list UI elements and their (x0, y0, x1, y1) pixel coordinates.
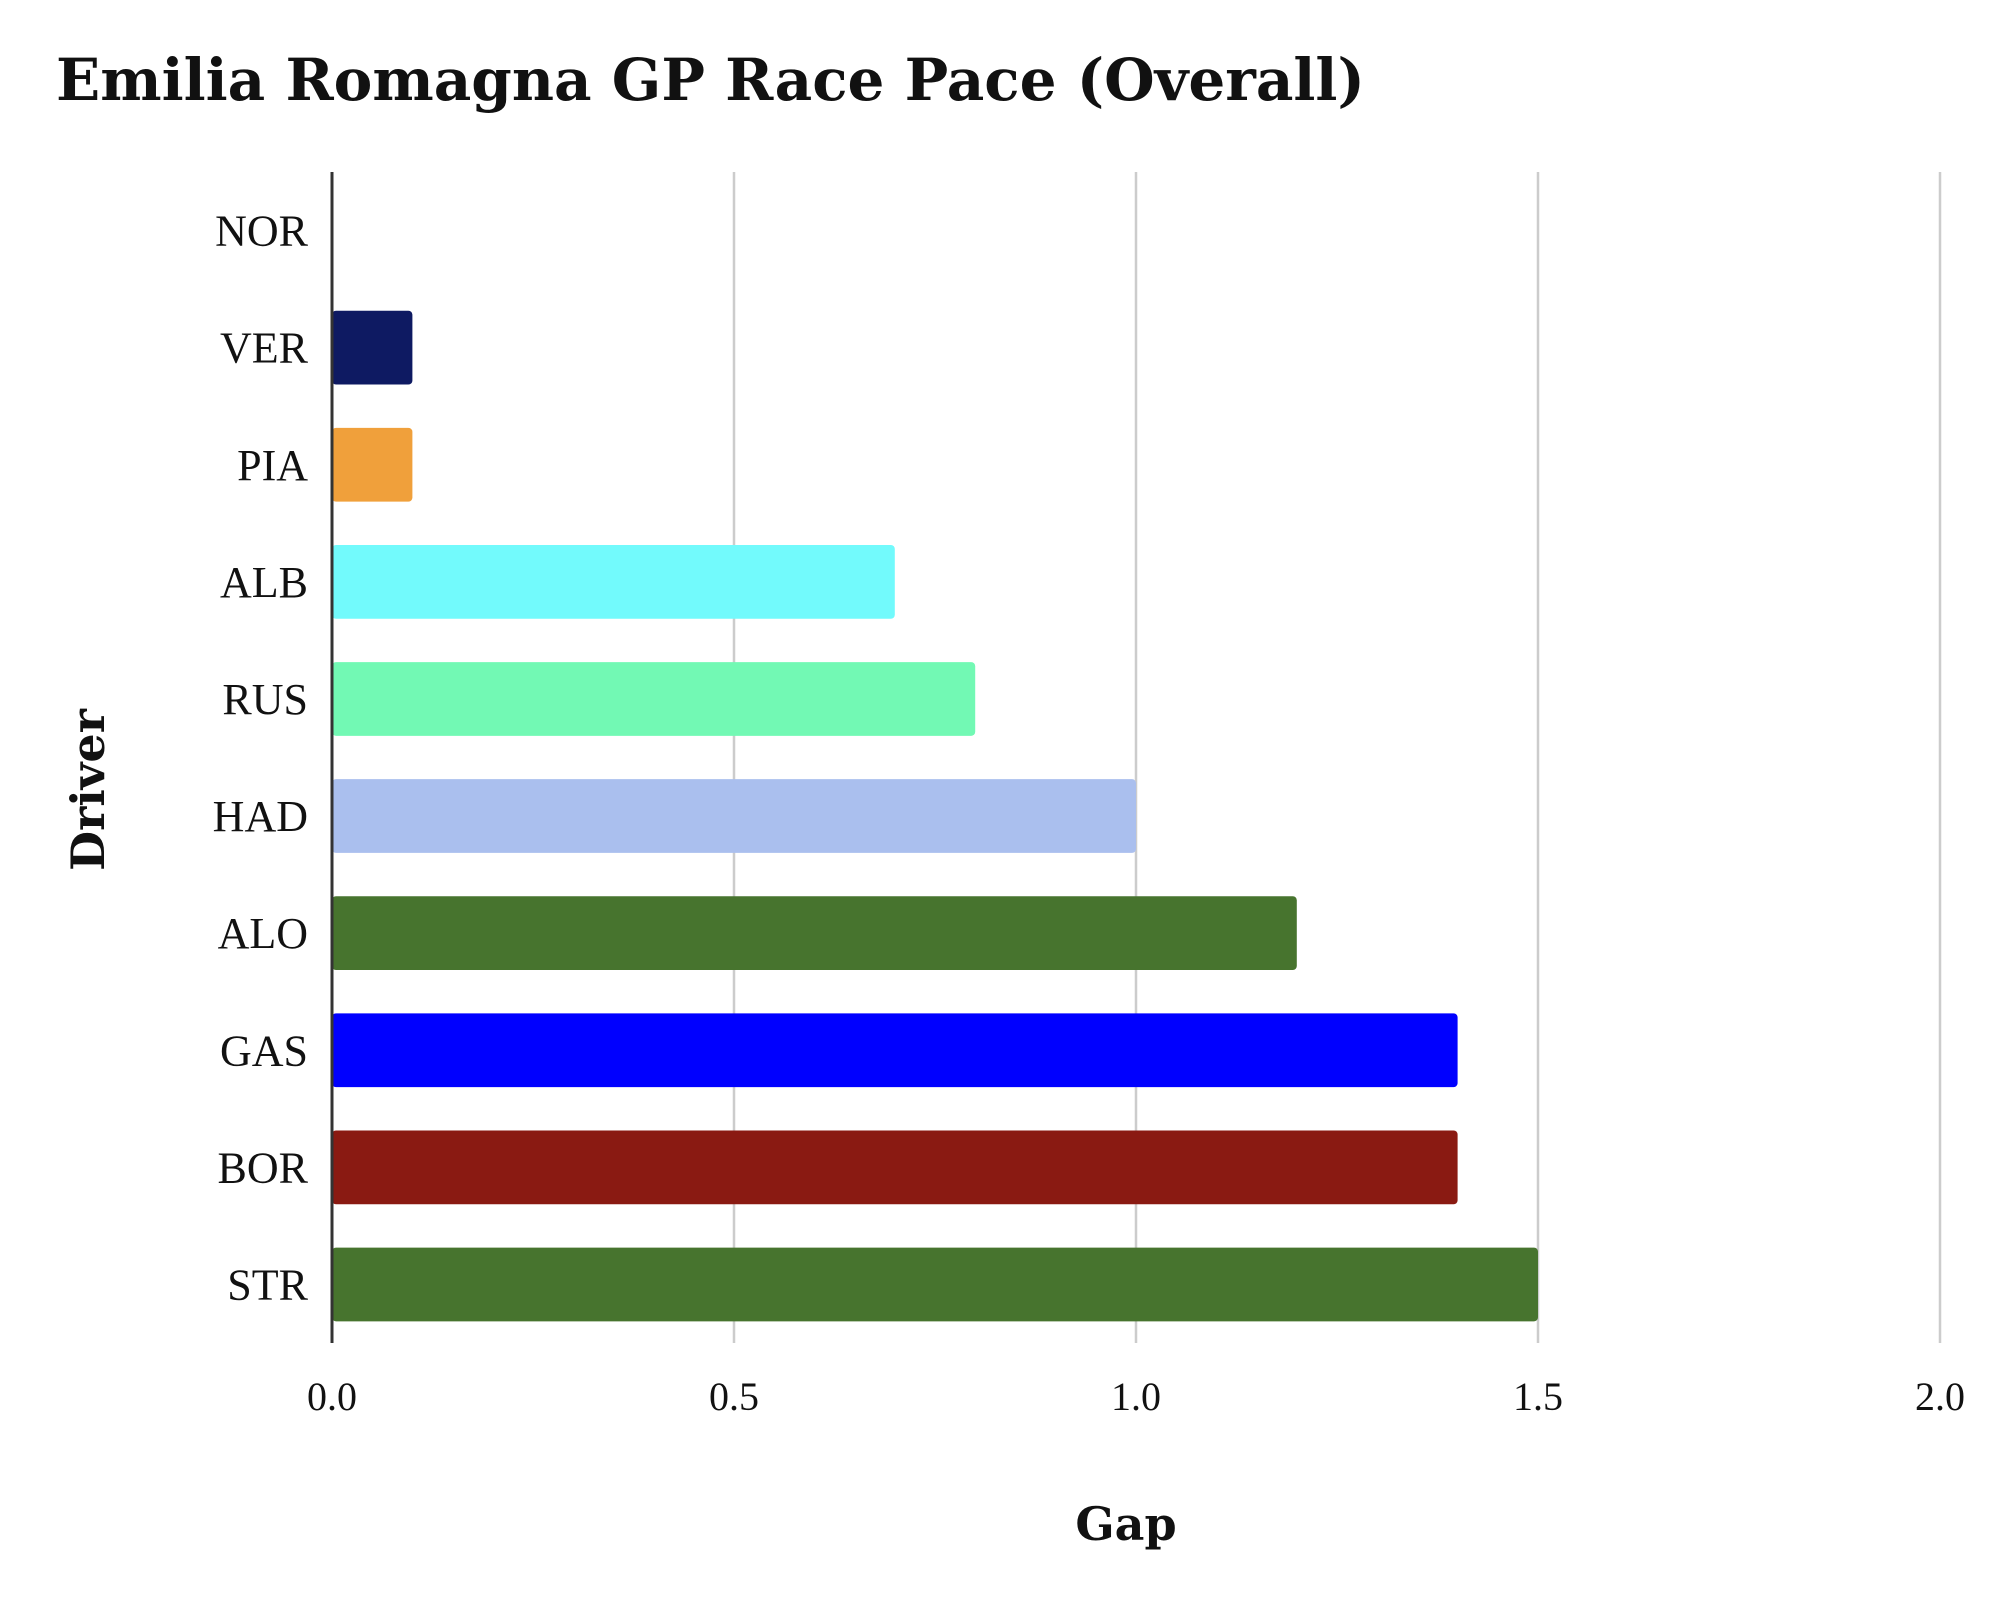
bar-str (332, 1247, 1538, 1322)
y-tick-label-bor: BOR (218, 1143, 309, 1192)
y-tick-label-nor: NOR (215, 207, 309, 256)
bar-bor (332, 1130, 1458, 1205)
y-tick-label-pia: PIA (237, 441, 308, 490)
y-tick-labels: NOR VER PIA ALB RUS HAD ALO GAS BOR STR (213, 207, 309, 1310)
x-tick-label: 0.5 (709, 1374, 759, 1419)
y-tick-label-ver: VER (220, 324, 309, 373)
bars (332, 310, 1538, 1322)
x-tick-label: 1.0 (1111, 1374, 1161, 1419)
x-tick-label: 1.5 (1513, 1374, 1563, 1419)
y-tick-label-rus: RUS (222, 675, 308, 724)
y-tick-label-had: HAD (213, 792, 308, 841)
y-tick-label-alo: ALO (218, 909, 308, 958)
x-tick-labels: 0.0 0.5 1.0 1.5 2.0 (307, 1374, 1965, 1419)
x-axis-title: Gap (1075, 1497, 1176, 1551)
chart-title: Emilia Romagna GP Race Pace (Overall) (56, 46, 1365, 114)
y-tick-label-str: STR (227, 1260, 308, 1309)
bar-gas (332, 1013, 1458, 1088)
bar-alb (332, 544, 895, 619)
bar-had (332, 779, 1136, 853)
bar-pia (332, 427, 413, 502)
bar-ver (332, 310, 413, 385)
y-tick-label-alb: ALB (220, 558, 308, 607)
x-tick-label: 0.0 (307, 1374, 357, 1419)
y-axis-title: Driver (61, 708, 115, 871)
x-tick-label: 2.0 (1915, 1374, 1965, 1419)
bar-alo (332, 896, 1297, 971)
bar-rus (332, 662, 976, 736)
y-tick-label-gas: GAS (220, 1026, 308, 1075)
